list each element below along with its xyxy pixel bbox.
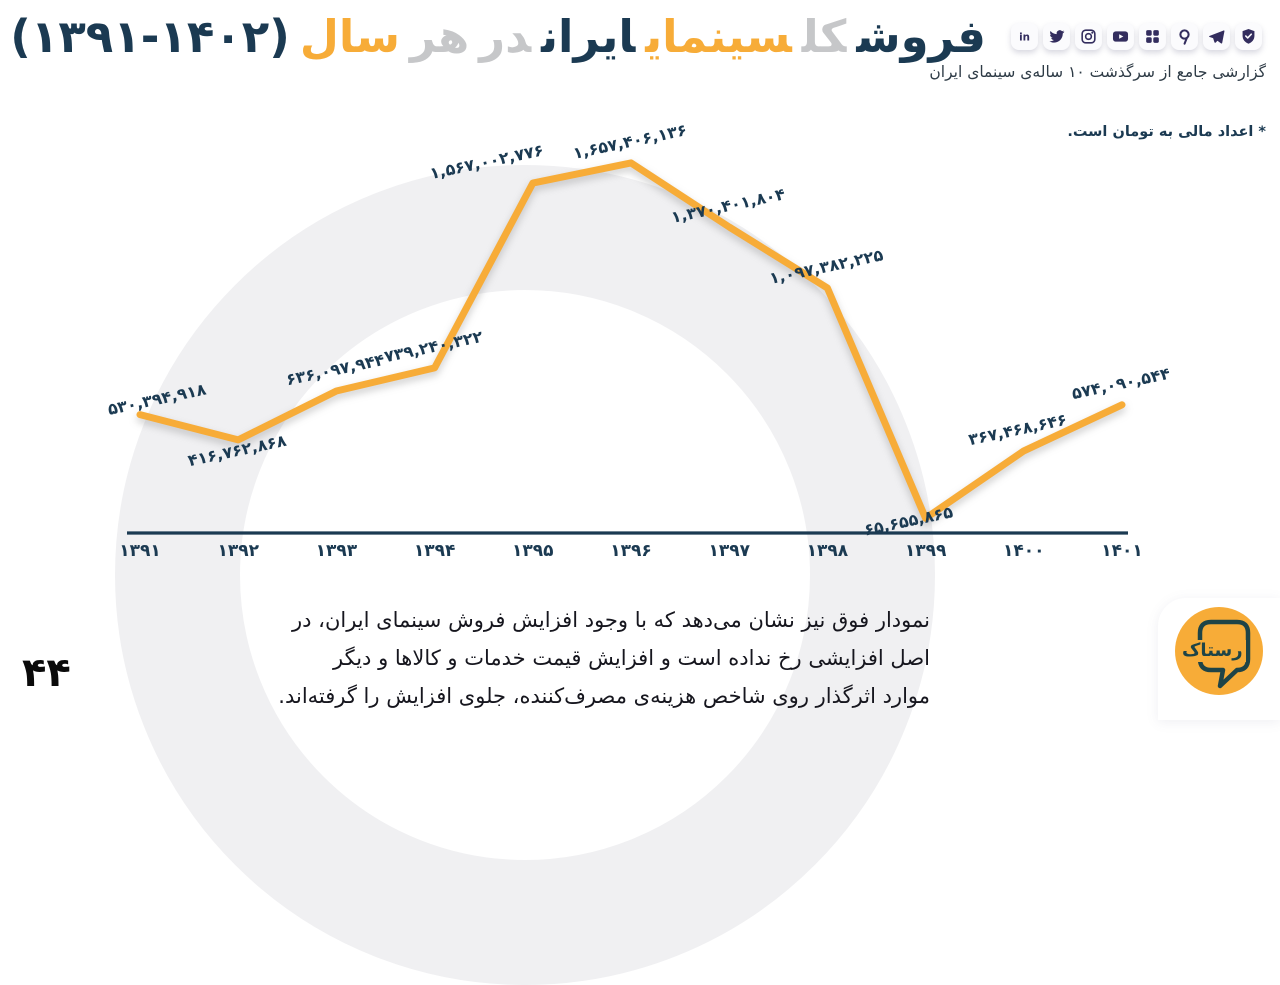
social-icons-row: in: [1011, 23, 1262, 50]
speech-bubble-icon: [1197, 619, 1251, 689]
page-title: فروشکلسینمایایراندرهرسال(۱۳۹۱-۱۴۰۲): [10, 10, 987, 63]
x-axis-year-label: ۱۳۹۸: [807, 541, 849, 561]
linkedin-icon[interactable]: in: [1011, 23, 1038, 50]
title-word: ایران: [541, 10, 636, 63]
title-word: سینمای: [645, 10, 792, 63]
data-point-label: ۱,۶۵۷,۴۰۶,۱۳۶: [571, 120, 688, 163]
page-number: ۴۴: [22, 650, 71, 696]
title-word: کل: [801, 10, 848, 63]
virgool-icon[interactable]: [1171, 23, 1198, 50]
x-axis-year-label: ۱۳۹۷: [708, 541, 750, 561]
svg-text:in: in: [1019, 31, 1030, 43]
logo-wordmark: رستاک: [1179, 640, 1246, 662]
title-word: فروش: [856, 10, 987, 63]
report-subtitle: گزارشی جامع از سرگذشت ۱۰ ساله‌ی سینمای ا…: [929, 63, 1266, 81]
title-word: سال: [299, 10, 401, 63]
data-point-label: ۵۷۴,۰۹۰,۵۴۴: [1070, 364, 1172, 403]
paragraph-line: موارد اثرگذار روی شاخص هزینه‌ی مصرف‌کنند…: [278, 684, 930, 708]
currency-note: * اعداد مالی به تومان است.: [1067, 124, 1266, 140]
instagram-icon[interactable]: [1075, 23, 1102, 50]
data-point-label: ۳۶۷,۴۶۸,۶۴۶: [967, 410, 1069, 449]
title-word: (۱۳۹۱-۱۴۰۲): [10, 10, 291, 63]
logo-card: رستاک: [1158, 598, 1280, 720]
telegram-icon[interactable]: [1203, 23, 1230, 50]
aparat-icon[interactable]: [1139, 23, 1166, 50]
rastak-logo-icon: رستاک: [1175, 607, 1263, 695]
x-axis-year-label: ۱۳۹۹: [905, 541, 947, 561]
paragraph-line: اصل افزایشی رخ نداده است و افزایش قیمت خ…: [333, 646, 930, 670]
x-axis-year-label: ۱۳۹۳: [316, 541, 358, 561]
twitter-icon[interactable]: [1043, 23, 1070, 50]
x-axis-year-label: ۱۳۹۲: [217, 541, 259, 561]
sales-line-series: [136, 159, 1126, 522]
x-axis-year-label: ۱۳۹۶: [610, 541, 652, 561]
x-axis-year-label: ۱۳۹۴: [414, 541, 456, 561]
x-axis-year-label: ۱۳۹۵: [512, 541, 554, 561]
data-point-label: ۵۳۰,۳۹۴,۹۱۸: [106, 379, 208, 418]
data-point-label: ۱,۵۶۷,۰۰۲,۷۷۶: [428, 140, 545, 183]
paragraph-line: نمودار فوق نیز نشان می‌دهد که با وجود اف…: [292, 608, 930, 632]
x-axis-year-label: ۱۳۹۱: [119, 541, 161, 561]
analysis-paragraph: نمودار فوق نیز نشان می‌دهد که با وجود اف…: [278, 601, 930, 715]
title-word: در: [479, 10, 532, 63]
sales-line-chart: ۱۳۹۱ ۱۳۹۲ ۱۳۹۳ ۱۳۹۴ ۱۳۹۵ ۱۳۹۶ ۱۳۹۷ ۱۳۹۸ ۱۳۹۹ ۱۴۰۰…: [106, 120, 1172, 561]
x-axis-year-label: ۱۴۰۱: [1101, 541, 1143, 561]
data-point-label: ۷۳۹,۲۴۰,۳۲۲: [383, 327, 485, 366]
x-axis-year-label: ۱۴۰۰: [1003, 541, 1045, 561]
bale-icon[interactable]: [1235, 23, 1262, 50]
title-word: هر: [410, 10, 470, 63]
data-point-label: ۱,۰۹۷,۳۸۲,۲۲۵: [768, 245, 886, 288]
youtube-icon[interactable]: [1107, 23, 1134, 50]
data-point-label: ۱,۳۷۰,۴۰۱,۸۰۴: [669, 184, 787, 227]
